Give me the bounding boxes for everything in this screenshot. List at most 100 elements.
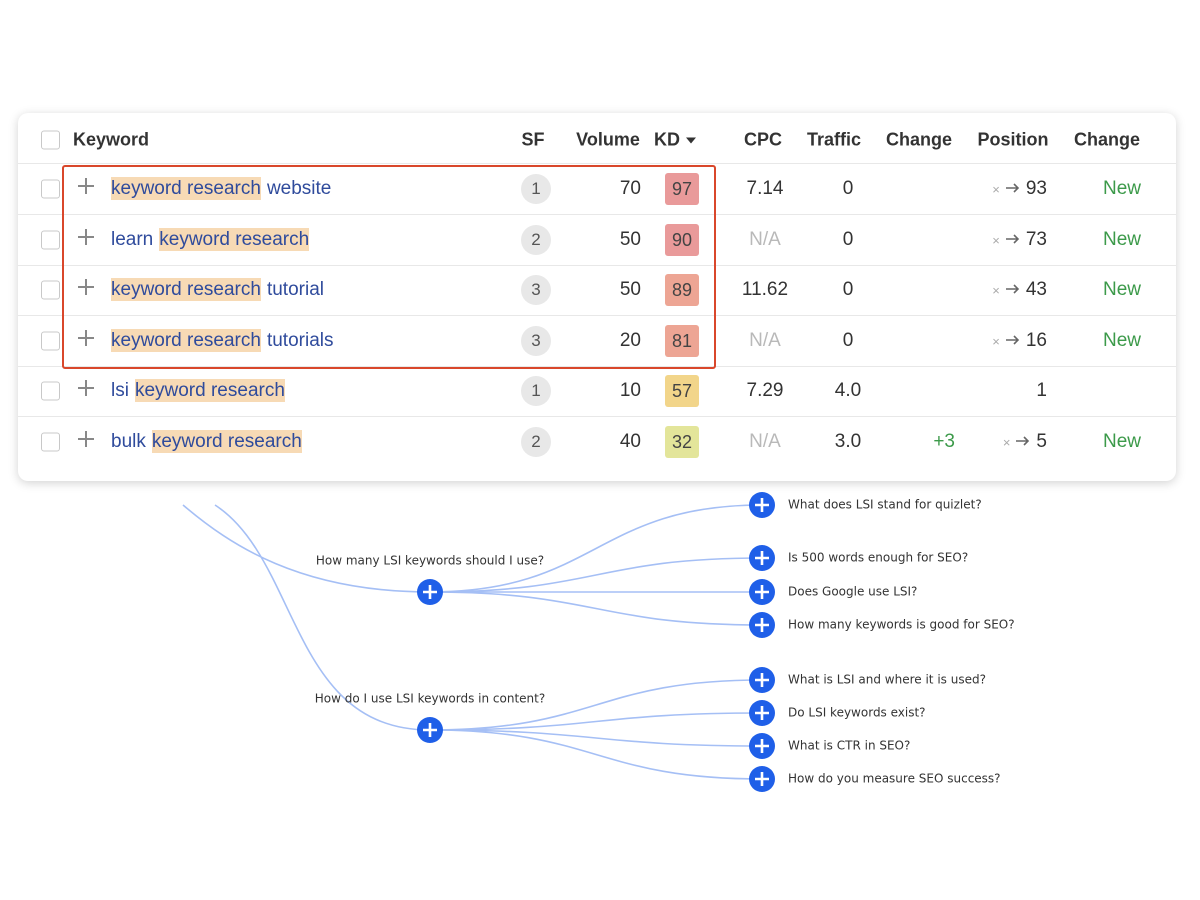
leaf-label: Does Google use LSI? — [788, 585, 917, 599]
traffic: 0 — [842, 228, 854, 250]
plus-icon — [755, 618, 769, 632]
row-checkbox[interactable] — [41, 381, 60, 401]
current-position: 43 — [1025, 279, 1047, 300]
row-separator — [18, 214, 1176, 215]
current-position: 1 — [1036, 380, 1047, 401]
connector — [429, 729, 763, 780]
plus-icon — [78, 228, 94, 245]
current-position: 73 — [1025, 228, 1047, 250]
kd-badge: 97 — [665, 173, 699, 205]
column-header[interactable]: CPC — [743, 129, 783, 150]
kd-badge: 57 — [665, 375, 699, 407]
sf-badge: 2 — [521, 426, 551, 457]
position: × 16 — [992, 330, 1047, 352]
connector — [429, 729, 763, 747]
previous-position: × — [992, 333, 1000, 349]
row-checkbox[interactable] — [41, 432, 60, 451]
kd-badge: 81 — [665, 324, 699, 357]
sf-badge: 3 — [521, 275, 551, 305]
column-header[interactable]: Change — [1073, 129, 1141, 150]
keyword-part: keyword research — [151, 429, 302, 453]
volume: 50 — [619, 279, 641, 300]
selection-box — [62, 165, 716, 369]
add-icon[interactable] — [77, 379, 95, 403]
current-position: 93 — [1025, 178, 1047, 199]
row-checkbox[interactable] — [41, 230, 60, 249]
keyword-part: keyword research — [134, 379, 285, 402]
select-all-checkbox[interactable] — [41, 130, 60, 150]
column-header[interactable]: Change — [885, 129, 953, 150]
add-icon[interactable] — [77, 430, 95, 454]
row-separator — [18, 264, 1176, 266]
keyword-part: website — [266, 178, 332, 199]
row-separator — [18, 365, 1176, 367]
keyword[interactable]: keyword research website — [111, 177, 332, 200]
leaf-label: How do you measure SEO success? — [788, 772, 1001, 786]
connector — [429, 712, 763, 731]
keyword[interactable]: bulk keyword research — [111, 429, 302, 453]
sf-badge: 1 — [521, 376, 551, 406]
add-icon[interactable] — [77, 329, 95, 353]
volume: 50 — [619, 228, 641, 250]
add-icon[interactable] — [77, 177, 95, 201]
column-header[interactable]: SF — [521, 129, 545, 150]
row-checkbox[interactable] — [41, 331, 60, 350]
plus-icon — [755, 706, 769, 720]
plus-icon — [755, 551, 769, 565]
sf-badge: 3 — [521, 325, 551, 356]
add-icon[interactable] — [77, 228, 95, 252]
keyword-part: keyword research — [159, 227, 310, 251]
previous-position: × — [1002, 434, 1011, 450]
row-separator — [18, 315, 1176, 316]
volume: 70 — [619, 178, 641, 199]
keyword-part: tutorials — [266, 329, 334, 351]
plus-icon — [755, 498, 769, 512]
keyword[interactable]: lsi keyword research — [111, 379, 285, 402]
keyword-part: bulk — [111, 430, 146, 452]
plus-icon — [755, 772, 769, 786]
keyword[interactable]: keyword research tutorial — [111, 278, 324, 301]
column-header[interactable]: Traffic — [806, 129, 862, 150]
row-checkbox[interactable] — [41, 280, 60, 300]
sf-badge: 1 — [521, 174, 551, 204]
traffic: 4.0 — [834, 380, 862, 401]
plus-icon — [78, 329, 94, 346]
arrow-icon — [1000, 279, 1026, 300]
traffic: 0 — [842, 178, 854, 199]
column-header[interactable]: Position — [977, 129, 1049, 150]
column-header[interactable]: KD — [654, 130, 698, 151]
connector — [429, 557, 763, 593]
position-change: New — [1102, 279, 1142, 300]
position: × 73 — [992, 229, 1047, 251]
plus-icon — [78, 178, 94, 194]
position-change: New — [1102, 430, 1142, 452]
previous-position: × — [992, 232, 1000, 248]
column-header[interactable]: Volume — [576, 129, 640, 150]
position: × 5 — [1003, 431, 1047, 453]
add-icon[interactable] — [77, 278, 95, 302]
column-header[interactable]: Keyword — [73, 129, 150, 150]
plus-icon — [78, 279, 94, 295]
keyword[interactable]: keyword research tutorials — [111, 328, 334, 352]
volume: 20 — [619, 329, 641, 351]
arrow-icon — [1000, 178, 1026, 199]
sf-badge: 2 — [521, 224, 551, 255]
traffic: 0 — [842, 279, 854, 300]
row-checkbox[interactable] — [41, 179, 60, 199]
keyword[interactable]: learn keyword research — [111, 227, 310, 251]
position-change: New — [1102, 329, 1142, 351]
leaf-label: Is 500 words enough for SEO? — [788, 551, 968, 565]
plus-icon — [78, 380, 94, 396]
arrow-icon — [1000, 330, 1026, 351]
connector — [429, 679, 763, 731]
plus-icon — [755, 585, 769, 599]
cpc: 7.29 — [746, 380, 784, 401]
connector — [429, 504, 763, 593]
current-position: 5 — [1036, 430, 1047, 452]
leaf-label: What is LSI and where it is used? — [788, 673, 986, 687]
connector — [429, 591, 763, 626]
keyword-part: lsi — [111, 380, 129, 401]
kd-badge: 32 — [665, 425, 699, 458]
row-separator — [18, 163, 1176, 164]
